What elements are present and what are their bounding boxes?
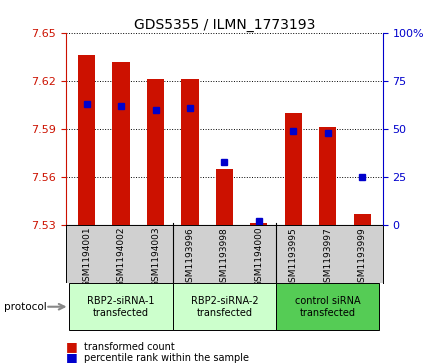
Title: GDS5355 / ILMN_1773193: GDS5355 / ILMN_1773193: [134, 18, 315, 32]
Bar: [173, 283, 276, 330]
Bar: [181, 79, 198, 225]
Text: GSM1193996: GSM1193996: [186, 227, 194, 287]
Bar: [113, 61, 130, 225]
Text: protocol: protocol: [4, 302, 47, 312]
Bar: [78, 55, 95, 225]
Bar: [285, 113, 302, 225]
Text: GSM1193995: GSM1193995: [289, 227, 298, 287]
Text: GSM1193997: GSM1193997: [323, 227, 332, 287]
Text: RBP2-siRNA-1
transfected: RBP2-siRNA-1 transfected: [88, 296, 155, 318]
Text: percentile rank within the sample: percentile rank within the sample: [84, 352, 249, 363]
Text: ■: ■: [66, 351, 78, 363]
Text: GSM1193998: GSM1193998: [220, 227, 229, 287]
Text: GSM1194000: GSM1194000: [254, 227, 263, 287]
Bar: [319, 127, 336, 225]
Text: ■: ■: [66, 340, 78, 353]
Text: transformed count: transformed count: [84, 342, 174, 352]
Text: GSM1194003: GSM1194003: [151, 227, 160, 287]
Bar: [353, 214, 371, 225]
Text: GSM1194002: GSM1194002: [117, 227, 125, 287]
Text: RBP2-siRNA-2
transfected: RBP2-siRNA-2 transfected: [191, 296, 258, 318]
Text: control siRNA
transfected: control siRNA transfected: [295, 296, 360, 318]
Bar: [147, 79, 164, 225]
Text: GSM1193999: GSM1193999: [358, 227, 367, 287]
Bar: [276, 283, 379, 330]
Bar: [70, 283, 173, 330]
Text: GSM1194001: GSM1194001: [82, 227, 91, 287]
Bar: [250, 224, 268, 225]
Bar: [216, 169, 233, 225]
